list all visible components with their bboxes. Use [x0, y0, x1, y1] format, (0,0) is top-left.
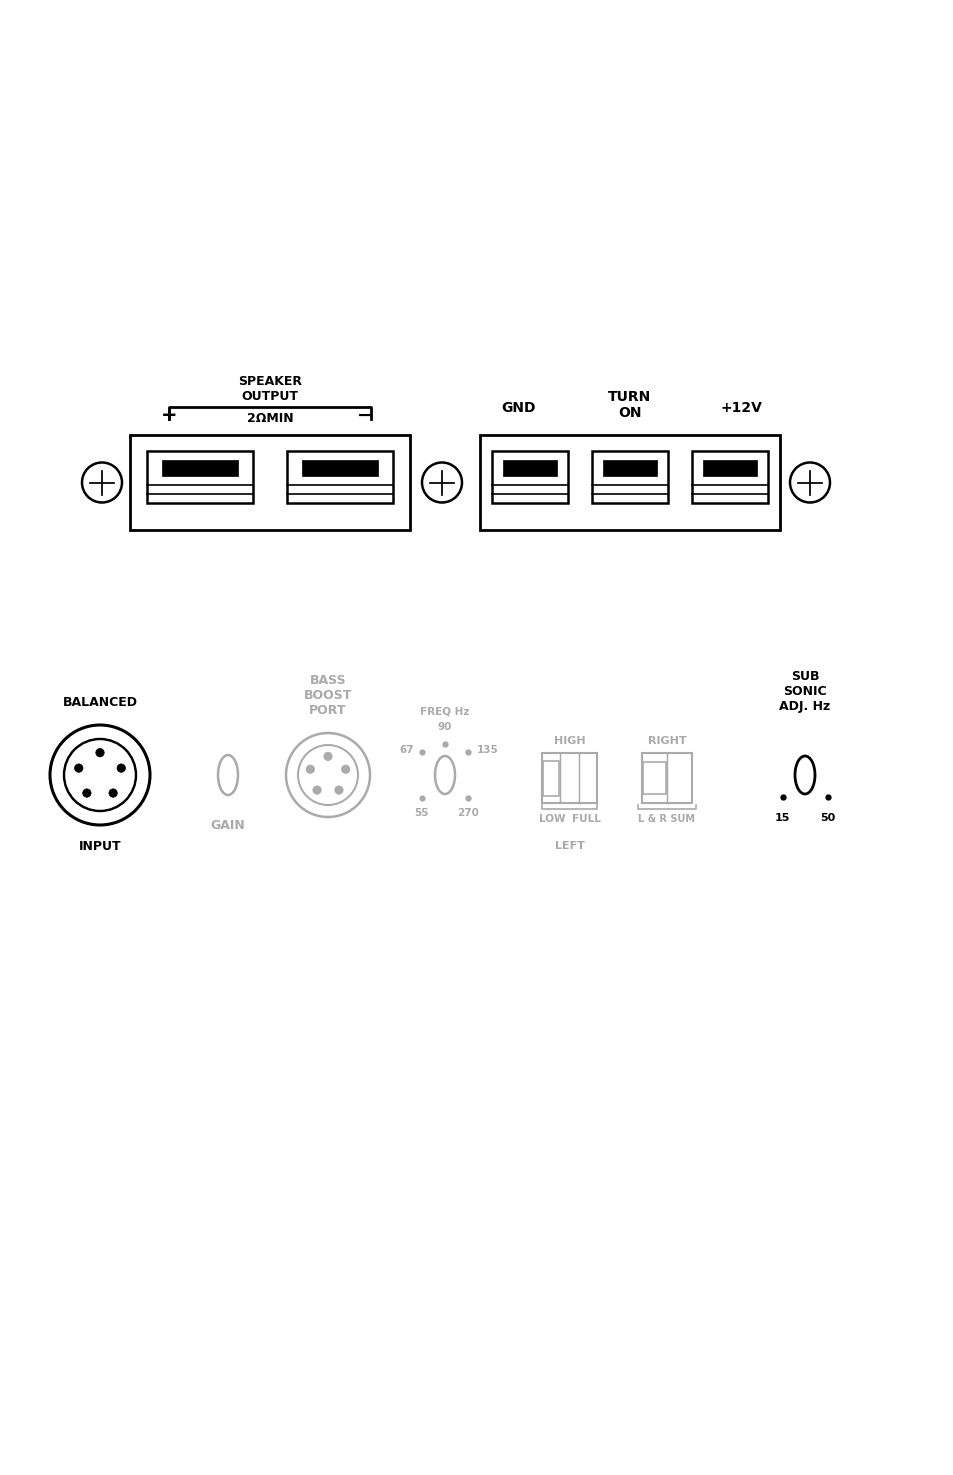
Text: INPUT: INPUT	[78, 839, 121, 853]
Text: 67: 67	[398, 745, 414, 755]
Bar	[161, 460, 238, 476]
Circle shape	[74, 764, 83, 773]
Bar	[301, 460, 378, 476]
Text: BALANCED: BALANCED	[63, 696, 137, 709]
Bar	[287, 451, 393, 503]
Text: LOW: LOW	[538, 814, 564, 825]
Text: FREQ Hz: FREQ Hz	[420, 707, 469, 715]
Text: +: +	[161, 406, 177, 425]
Circle shape	[95, 748, 104, 757]
Bar	[479, 435, 780, 530]
Circle shape	[341, 766, 350, 773]
Text: GAIN: GAIN	[211, 819, 245, 832]
Text: −: −	[356, 406, 373, 425]
Bar	[691, 451, 767, 503]
Text: GND: GND	[501, 401, 536, 414]
Bar	[702, 460, 757, 476]
Bar	[602, 460, 657, 476]
Bar	[130, 435, 410, 530]
Text: 2ΩMIN: 2ΩMIN	[247, 412, 293, 425]
Bar	[592, 451, 667, 503]
Circle shape	[109, 789, 117, 798]
Text: +12V: +12V	[720, 401, 761, 414]
Circle shape	[306, 766, 314, 773]
Text: 50: 50	[819, 813, 834, 823]
Circle shape	[83, 789, 91, 798]
Bar	[541, 754, 597, 802]
Text: 90: 90	[437, 721, 452, 732]
Text: RIGHT: RIGHT	[647, 736, 685, 746]
Text: 55: 55	[414, 808, 429, 819]
Text: L & R SUM: L & R SUM	[638, 814, 695, 825]
Circle shape	[313, 786, 321, 794]
Bar	[492, 451, 567, 503]
Circle shape	[335, 786, 343, 794]
Circle shape	[323, 752, 332, 761]
Text: 135: 135	[476, 745, 497, 755]
Text: BASS
BOOST
PORT: BASS BOOST PORT	[303, 674, 352, 717]
Text: TURN
ON: TURN ON	[608, 389, 651, 420]
Bar	[147, 451, 253, 503]
Text: SUB
SONIC
ADJ. Hz: SUB SONIC ADJ. Hz	[779, 670, 830, 712]
Text: FULL: FULL	[571, 814, 599, 825]
Text: 270: 270	[456, 808, 478, 819]
Bar	[642, 761, 665, 794]
Text: 15: 15	[774, 813, 789, 823]
Bar	[542, 761, 558, 795]
Bar	[502, 460, 557, 476]
Bar	[641, 754, 691, 802]
Text: SPEAKER
OUTPUT: SPEAKER OUTPUT	[237, 375, 302, 403]
Circle shape	[117, 764, 125, 773]
Text: LEFT: LEFT	[554, 841, 584, 851]
Text: HIGH: HIGH	[553, 736, 585, 746]
